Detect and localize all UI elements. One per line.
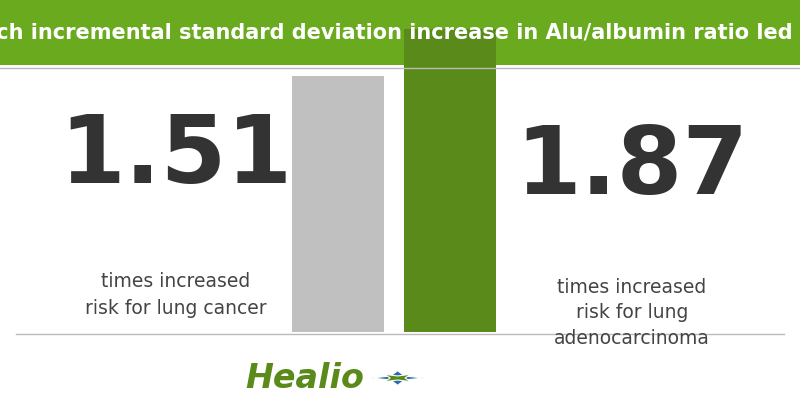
Bar: [0, 0, 800, 65]
Text: risk for lung cancer: risk for lung cancer: [85, 299, 267, 318]
Text: Each incremental standard deviation increase in Alu/albumin ratio led to:: Each incremental standard deviation incr…: [0, 23, 800, 42]
Text: Healio: Healio: [245, 362, 364, 394]
Text: 1.51: 1.51: [59, 111, 293, 204]
Text: times increased: times increased: [558, 278, 706, 297]
Text: adenocarcinoma: adenocarcinoma: [554, 328, 710, 348]
Text: 1.87: 1.87: [515, 122, 749, 214]
Polygon shape: [384, 374, 411, 382]
Bar: [292, 76, 384, 332]
Bar: [404, 29, 496, 332]
Text: times increased: times increased: [102, 272, 250, 291]
Text: risk for lung: risk for lung: [576, 303, 688, 323]
Polygon shape: [371, 371, 424, 385]
